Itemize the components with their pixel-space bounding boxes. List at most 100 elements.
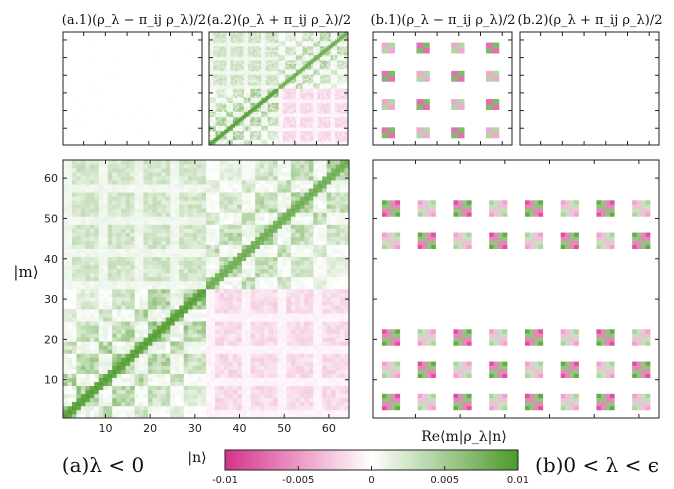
heatmap-cell — [335, 397, 341, 403]
heatmap-cell — [248, 63, 251, 66]
heatmap-cell — [386, 79, 389, 82]
heatmap-cell — [334, 77, 338, 80]
heatmap-cell — [219, 88, 223, 91]
heatmap-cell — [219, 109, 223, 112]
heatmap-cell — [226, 60, 229, 63]
heatmap-cell — [264, 397, 269, 403]
heatmap-cell — [295, 129, 299, 132]
heatmap-cell — [299, 409, 305, 415]
heatmap-cell — [273, 393, 278, 399]
heatmap-cell — [280, 107, 284, 110]
heatmap-cell — [174, 401, 180, 407]
heatmap-cell — [302, 107, 305, 110]
heatmap-cell — [319, 88, 323, 91]
heatmap-cell — [304, 44, 308, 47]
heatmap-cell — [289, 83, 292, 86]
heatmap-cell — [490, 42, 493, 45]
heatmap-cell — [280, 60, 284, 63]
heatmap-cell — [254, 132, 258, 135]
heatmap-cell — [319, 114, 323, 118]
heatmap-cell — [256, 79, 260, 82]
heatmap-cell — [222, 141, 225, 144]
heatmap-cell — [239, 122, 242, 125]
heatmap-cell — [217, 51, 221, 54]
heatmap-cell — [308, 143, 312, 146]
heatmap-cell — [252, 116, 255, 119]
heatmap-cell — [241, 409, 247, 415]
heatmap-cell — [381, 49, 385, 52]
heatmap-cell — [298, 65, 301, 68]
heatmap-cell — [282, 92, 286, 95]
heatmap-cell — [267, 58, 271, 61]
heatmap-cell — [459, 102, 463, 105]
heatmap-cell — [280, 74, 284, 77]
heatmap-cell — [332, 53, 336, 56]
heatmap-cell — [217, 107, 221, 110]
heatmap-cell — [213, 93, 216, 96]
heatmap-cell — [334, 33, 338, 36]
heatmap-cell — [252, 143, 255, 146]
heatmap-cell — [313, 58, 316, 61]
heatmap-cell — [324, 134, 327, 137]
heatmap-cell — [278, 76, 281, 79]
heatmap-cell — [298, 127, 301, 130]
heatmap-cell — [383, 107, 387, 110]
heatmap-cell — [248, 107, 251, 110]
heatmap-cell — [295, 123, 299, 126]
heatmap-cell — [130, 397, 135, 403]
heatmap-cell — [241, 405, 247, 411]
heatmap-cell — [308, 46, 312, 49]
heatmap-cell — [293, 88, 297, 91]
heatmap-cell — [271, 58, 275, 61]
heatmap-cell — [289, 90, 292, 93]
heatmap-cell — [243, 67, 247, 70]
heatmap-cell — [422, 49, 426, 52]
heatmap-cell — [232, 111, 236, 114]
heatmap-cell — [337, 35, 340, 38]
heatmap-cell — [209, 106, 212, 109]
heatmap-cell — [311, 58, 314, 61]
heatmap-cell — [215, 72, 218, 75]
heatmap-cell — [457, 107, 461, 110]
heatmap-cell — [235, 35, 238, 38]
heatmap-cell — [308, 39, 312, 42]
heatmap-cell — [274, 88, 277, 91]
heatmap-cell — [228, 54, 232, 58]
heatmap-cell — [276, 114, 279, 118]
heatmap-a1 — [69, 40, 192, 144]
heatmap-cell — [328, 67, 331, 70]
heatmap-cell — [390, 72, 393, 75]
heatmap-cell — [488, 134, 491, 137]
heatmap-cell — [254, 53, 258, 56]
heatmap-cell — [267, 113, 271, 116]
heatmap-cell — [304, 33, 308, 36]
heatmap-cell — [302, 79, 305, 82]
heatmap-cell — [241, 104, 245, 107]
heatmap-cell — [416, 100, 419, 103]
heatmap-cell — [293, 139, 297, 142]
heatmap-cell — [451, 132, 454, 135]
heatmap-cell — [289, 104, 292, 107]
heatmap-cell — [89, 393, 95, 399]
heatmap-cell — [274, 72, 277, 75]
heatmap-cell — [107, 409, 113, 415]
heatmap-cell — [492, 106, 495, 109]
heatmap-cell — [232, 37, 236, 40]
heatmap-cell — [422, 129, 426, 132]
heatmap-cell — [222, 92, 225, 95]
heatmap-cell — [313, 405, 319, 411]
heatmap-cell — [226, 139, 229, 142]
heatmap-cell — [304, 79, 308, 82]
heatmap-cell — [302, 70, 305, 73]
heatmap-cell — [306, 107, 310, 110]
heatmap-cell — [302, 53, 305, 56]
heatmap-cell — [300, 136, 303, 139]
heatmap-cell — [232, 97, 236, 100]
heatmap-cell — [343, 32, 347, 35]
heatmap-cell — [261, 67, 264, 70]
heatmap-cell — [291, 92, 294, 95]
heatmap-cell — [319, 107, 323, 110]
heatmap-cell — [89, 401, 95, 407]
heatmap-cell — [328, 72, 331, 75]
heatmap-cell — [298, 111, 301, 114]
